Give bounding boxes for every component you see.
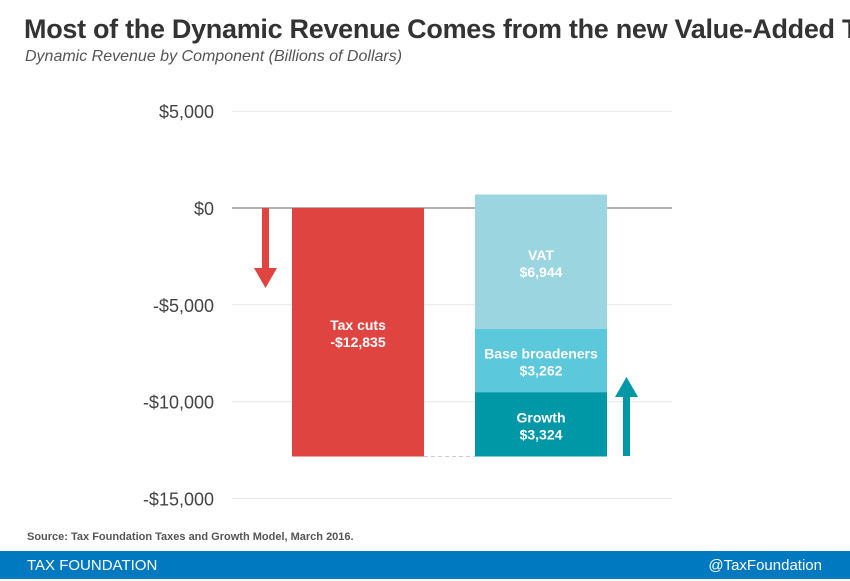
- down-arrow-icon: [254, 268, 277, 288]
- bar-label-value: -$12,835: [330, 334, 385, 350]
- bar-segment-tax-cuts: [292, 208, 424, 457]
- chart: $5,000 $0 -$5,000 -$10,000 -$15,000 Tax cuts-…: [143, 102, 672, 509]
- bar-label-name: VAT: [528, 247, 554, 263]
- y-tick-label: $0: [194, 199, 214, 219]
- bar-segment-vat: [475, 194, 607, 329]
- bar-segment-growth: [475, 392, 607, 457]
- bar-segment-base-broadeners: [475, 328, 607, 393]
- bar-label-name: Growth: [517, 409, 566, 425]
- bar-label-name: Base broadeners: [484, 346, 598, 362]
- source-note: Source: Tax Foundation Taxes and Growth …: [27, 531, 354, 543]
- chart-subtitle: Dynamic Revenue by Component (Billions o…: [25, 48, 403, 65]
- y-tick-label: -$10,000: [143, 393, 214, 413]
- bar-label-value: $3,262: [520, 363, 563, 379]
- footer-brand[interactable]: TAX FOUNDATION: [27, 557, 158, 574]
- y-tick-label: -$15,000: [143, 489, 214, 509]
- up-arrow-shaft: [623, 396, 630, 456]
- bar-label-value: $6,944: [520, 264, 563, 280]
- up-arrow-icon: [615, 377, 638, 397]
- footer-bar: TAX FOUNDATION @TaxFoundation: [0, 551, 850, 579]
- bar-label-name: Tax cuts: [330, 317, 386, 333]
- y-tick-label: $5,000: [159, 102, 214, 122]
- down-arrow-shaft: [262, 208, 269, 268]
- footer-handle[interactable]: @TaxFoundation: [708, 557, 822, 574]
- bar-label-value: $3,324: [520, 426, 563, 442]
- y-tick-label: -$5,000: [153, 296, 214, 316]
- chart-title: Most of the Dynamic Revenue Comes from t…: [24, 14, 850, 44]
